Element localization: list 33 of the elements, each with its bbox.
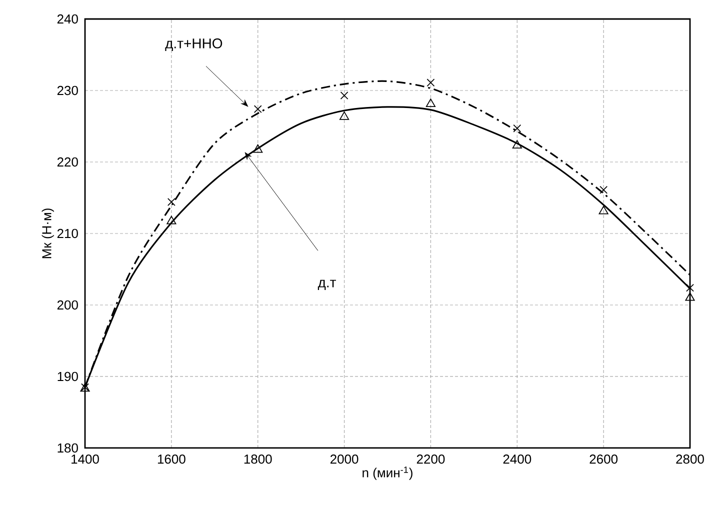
point	[600, 186, 608, 194]
point	[512, 140, 522, 148]
y-tick-label: 180	[58, 443, 78, 453]
point	[426, 78, 435, 87]
y-tick-label: 210	[57, 228, 78, 238]
point	[340, 92, 348, 100]
point	[254, 105, 262, 114]
point	[598, 206, 608, 214]
x-tick-label: 2800	[676, 454, 704, 464]
y-tick-label: 200	[57, 300, 78, 310]
x-axis-title: n (мин$^{-1}$)	[362, 466, 412, 480]
point	[513, 124, 522, 132]
y-tick-label: 220	[57, 157, 78, 167]
point	[166, 216, 176, 224]
x-tick-label: 2200	[416, 454, 445, 464]
y-tick-label: 190	[58, 372, 78, 382]
x-tick-label: 1800	[244, 454, 272, 464]
y-tick-label: 230	[57, 86, 78, 96]
x-tick-label: 2000	[330, 454, 358, 464]
annotation: д.т+ННО	[165, 38, 222, 52]
point	[253, 144, 263, 153]
point	[686, 284, 694, 292]
x-tick-label: 1600	[158, 454, 186, 464]
x-tick-label: 1400	[72, 454, 99, 464]
x-tick-label: 2400	[503, 454, 532, 464]
point	[340, 111, 350, 120]
point	[426, 98, 436, 108]
point	[685, 292, 695, 301]
x-tick-label: 2600	[590, 454, 618, 464]
point	[167, 198, 176, 206]
annotation: д.т	[318, 280, 336, 290]
y-axis-title: Mк (Н·м)	[42, 208, 54, 258]
y-tick-label: 240	[57, 14, 78, 24]
